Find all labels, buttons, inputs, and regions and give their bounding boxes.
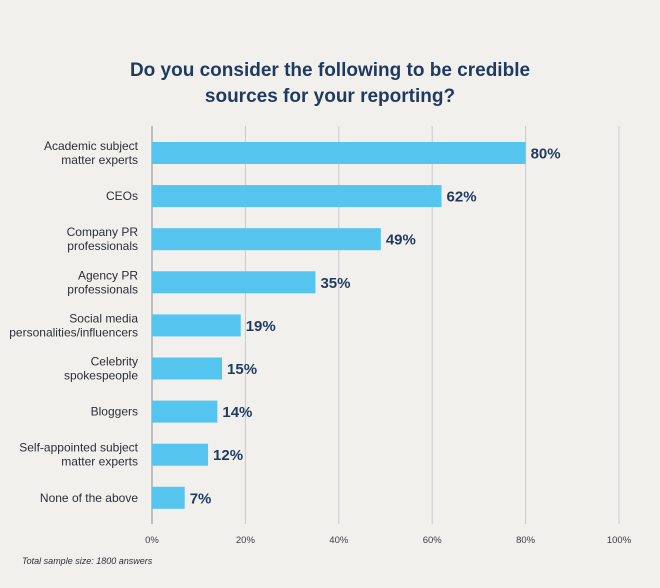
category-label: Academic subject matter experts (44, 139, 139, 167)
category-label-line: professionals (67, 239, 138, 253)
bar (152, 314, 241, 337)
category-label-line: professionals (67, 282, 138, 296)
category-label: Bloggers (91, 405, 138, 419)
category-label-line: matter experts (61, 153, 138, 167)
value-label: 15% (227, 361, 257, 378)
bar (152, 185, 442, 208)
category-label: Company PR professionals (67, 225, 139, 253)
category-label-line: Company PR (67, 225, 139, 239)
x-tick-label: 0% (145, 535, 159, 546)
bar (152, 357, 223, 380)
value-label: 7% (190, 490, 212, 507)
chart-title-line-1: Do you consider the following to be cred… (129, 60, 531, 81)
x-tick-label: 100% (607, 535, 632, 546)
category-label-line: CEOs (106, 189, 138, 203)
bar (152, 400, 218, 423)
category-label: Social media personalities/influencers (9, 311, 138, 339)
category-label-line: Academic subject (44, 139, 139, 153)
category-label: CEOs (106, 189, 138, 203)
x-tick-label: 80% (516, 535, 536, 546)
chart-title: Do you consider the following to be cred… (0, 58, 660, 110)
category-label-line: None of the above (40, 491, 138, 505)
value-label: 49% (386, 232, 416, 249)
value-label: 12% (213, 447, 243, 464)
bar (152, 486, 185, 509)
bar (152, 228, 381, 251)
bar (152, 443, 209, 466)
category-label-line: Self-appointed subject (19, 441, 138, 455)
category-label: Celebrity spokespeople (64, 355, 138, 383)
chart-title-line-2: sources for your reporting? (204, 86, 456, 107)
category-label: None of the above (40, 491, 138, 505)
value-label: 14% (222, 404, 252, 421)
category-label: Agency PR professionals (67, 268, 138, 296)
bar (152, 271, 316, 294)
category-label-line: Celebrity (91, 355, 138, 369)
value-label: 19% (246, 318, 276, 335)
x-tick-label: 20% (236, 535, 256, 546)
category-label-line: matter experts (61, 455, 138, 469)
value-label: 35% (320, 275, 350, 292)
bar (152, 142, 526, 164)
category-label-line: Bloggers (91, 405, 138, 419)
category-label-line: spokespeople (64, 369, 138, 383)
value-label: 62% (447, 189, 477, 206)
x-tick-label: 40% (329, 535, 349, 546)
x-tick-label: 60% (423, 535, 443, 546)
category-label-line: Agency PR (78, 268, 138, 282)
value-label: 80% (531, 146, 561, 163)
category-label-line: personalities/influencers (9, 325, 138, 339)
sample-size-note: Total sample size: 1800 answers (22, 556, 153, 566)
category-label: Self-appointed subject matter experts (19, 441, 138, 469)
category-label-line: Social media (69, 311, 138, 325)
